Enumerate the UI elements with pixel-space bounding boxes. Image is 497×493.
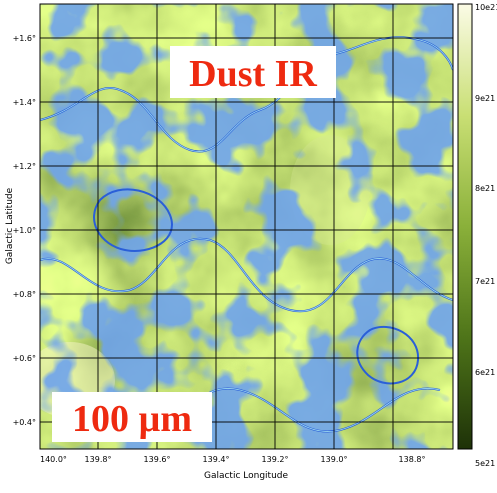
x-tick-label: 139.2°: [262, 455, 289, 464]
colorbar-tick-label: 8e21: [475, 184, 495, 193]
plot-frame: [39, 3, 454, 450]
title-banner: Dust IR: [170, 46, 336, 98]
colorbar-tick-label: 10e21: [475, 3, 497, 12]
x-tick-label: 139.4°: [203, 455, 230, 464]
colorbar: 10e21 9e21 8e21 7e21 6e21 5e21: [457, 3, 497, 468]
y-axis-label: Galactic Latitude: [5, 187, 15, 264]
contour-line: [93, 188, 173, 252]
contour-line: [356, 325, 420, 385]
x-tick-label: 139.6°: [144, 455, 171, 464]
y-tick-label: +0.6°: [13, 354, 36, 363]
y-tick-label: +1.6°: [13, 34, 36, 43]
y-tick-label: +0.4°: [13, 418, 36, 427]
band-label: 100 µm: [72, 398, 192, 440]
title-label: Dust IR: [189, 53, 317, 95]
band-banner: 100 µm: [52, 392, 212, 442]
x-axis-ticks: 140.0° 139.8° 139.6° 139.4° 139.2° 139.0…: [40, 455, 425, 464]
dust-emission-map: [40, 4, 453, 449]
colorbar-tick-label: 7e21: [475, 277, 495, 286]
x-tick-label: 139.8°: [85, 455, 112, 464]
colorbar-tick-label: 6e21: [475, 368, 495, 377]
y-tick-label: +1.4°: [13, 98, 36, 107]
y-axis-ticks: +1.6° +1.4° +1.2° +1.0° +0.8° +0.6° +0.4…: [13, 34, 36, 427]
x-tick-label: 139.0°: [321, 455, 348, 464]
x-tick-label: 138.8°: [399, 455, 426, 464]
y-tick-label: +1.2°: [13, 162, 36, 171]
colorbar-tick-label: 9e21: [475, 94, 495, 103]
y-tick-label: +1.0°: [13, 226, 36, 235]
colorbar-tick-label: 5e21: [475, 459, 495, 468]
x-tick-label: 140.0°: [40, 455, 67, 464]
y-tick-label: +0.8°: [13, 290, 36, 299]
x-axis-label: Galactic Longitude: [204, 471, 289, 481]
